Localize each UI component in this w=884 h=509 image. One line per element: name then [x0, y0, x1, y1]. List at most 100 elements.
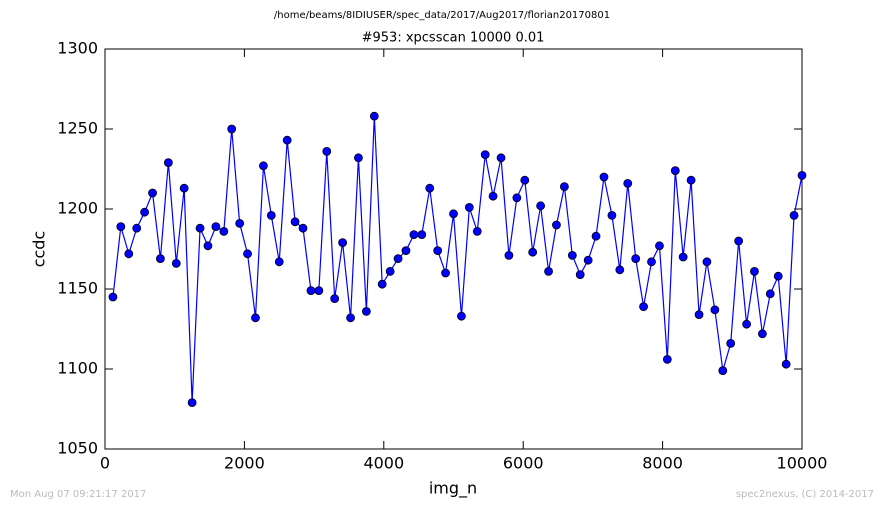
- data-point: [678, 252, 688, 262]
- data-point: [472, 226, 482, 236]
- data-point: [330, 294, 340, 304]
- data-point: [797, 170, 807, 180]
- data-point: [528, 247, 538, 257]
- data-point: [464, 202, 474, 212]
- data-point: [607, 210, 617, 220]
- data-point: [591, 231, 601, 241]
- data-point: [662, 354, 672, 364]
- y-tick-label: 1100: [57, 359, 98, 378]
- data-point: [385, 266, 395, 276]
- data-point: [631, 254, 641, 264]
- y-tick-label: 1200: [57, 199, 98, 218]
- data-point: [441, 268, 450, 278]
- data-point: [647, 257, 656, 267]
- y-tick-label: 1150: [57, 279, 98, 298]
- data-point: [195, 223, 205, 233]
- data-point: [583, 255, 593, 265]
- data-point: [266, 210, 276, 220]
- data-point: [132, 223, 142, 233]
- data-point: [417, 230, 427, 240]
- y-tick-label: 1300: [57, 39, 98, 58]
- data-point: [156, 254, 165, 264]
- footer-left: Mon Aug 07 09:21:17 2017: [10, 489, 146, 500]
- data-point: [140, 207, 149, 217]
- x-tick-label: 0: [100, 454, 110, 473]
- footer-right: spec2nexus, (C) 2014-2017: [736, 489, 874, 500]
- x-tick-label: 2000: [224, 454, 265, 473]
- data-point: [639, 302, 648, 312]
- data-point: [108, 292, 118, 302]
- x-tick-label: 4000: [363, 454, 404, 473]
- plot-frame: [104, 48, 803, 450]
- data-point: [282, 135, 292, 145]
- data-point: [235, 218, 245, 228]
- x-tick-label: 10000: [777, 454, 828, 473]
- data-point: [338, 238, 348, 248]
- data-point: [148, 188, 157, 198]
- data-point: [163, 158, 173, 168]
- data-point: [369, 111, 379, 121]
- data-point: [781, 359, 791, 369]
- data-point: [742, 319, 751, 329]
- data-point: [243, 249, 252, 259]
- data-point: [520, 175, 530, 185]
- data-point: [274, 257, 284, 267]
- data-point: [306, 286, 316, 296]
- data-point: [694, 310, 704, 320]
- data-point: [227, 124, 237, 134]
- data-point: [187, 398, 197, 408]
- data-point: [758, 329, 767, 339]
- data-point: [567, 250, 577, 260]
- data-point: [599, 172, 609, 182]
- data-point: [718, 366, 728, 376]
- data-point: [623, 178, 633, 188]
- x-tick-label: 6000: [503, 454, 544, 473]
- data-point: [393, 254, 403, 264]
- data-point: [710, 305, 720, 315]
- y-axis-label: ccdc: [30, 231, 49, 268]
- data-point: [361, 306, 371, 316]
- data-line: [112, 116, 803, 403]
- data-point: [773, 271, 783, 281]
- data-point: [734, 236, 744, 246]
- data-point: [259, 161, 268, 171]
- x-tick-label: 8000: [642, 454, 683, 473]
- data-point: [322, 146, 332, 156]
- data-point: [504, 250, 514, 260]
- chart-title: #953: xpcsscan 10000 0.01: [362, 31, 545, 46]
- data-point: [401, 246, 411, 256]
- data-point: [203, 241, 213, 251]
- data-point: [686, 175, 696, 185]
- data-point: [171, 258, 181, 268]
- data-point: [124, 249, 134, 259]
- data-point: [536, 201, 546, 211]
- data-point: [750, 266, 759, 276]
- data-point: [314, 286, 324, 296]
- data-point: [425, 183, 435, 193]
- data-point: [702, 257, 712, 267]
- y-tick-label: 1050: [57, 439, 98, 458]
- data-point: [726, 338, 736, 348]
- data-point: [298, 223, 308, 233]
- data-point: [552, 220, 561, 230]
- data-point: [251, 313, 260, 323]
- data-point: [488, 191, 498, 201]
- data-point: [219, 226, 229, 236]
- data-point: [449, 209, 458, 219]
- data-point: [615, 265, 625, 275]
- data-point: [290, 217, 300, 227]
- data-point: [789, 210, 799, 220]
- data-point: [765, 289, 775, 299]
- data-point: [655, 241, 664, 251]
- data-point: [670, 166, 680, 176]
- data-point: [346, 313, 355, 323]
- y-tick-label: 1250: [57, 119, 98, 138]
- data-point: [116, 222, 126, 232]
- data-point: [480, 150, 490, 160]
- data-point: [575, 270, 585, 280]
- data-point: [179, 183, 189, 193]
- data-point: [559, 182, 569, 192]
- data-point: [544, 266, 553, 276]
